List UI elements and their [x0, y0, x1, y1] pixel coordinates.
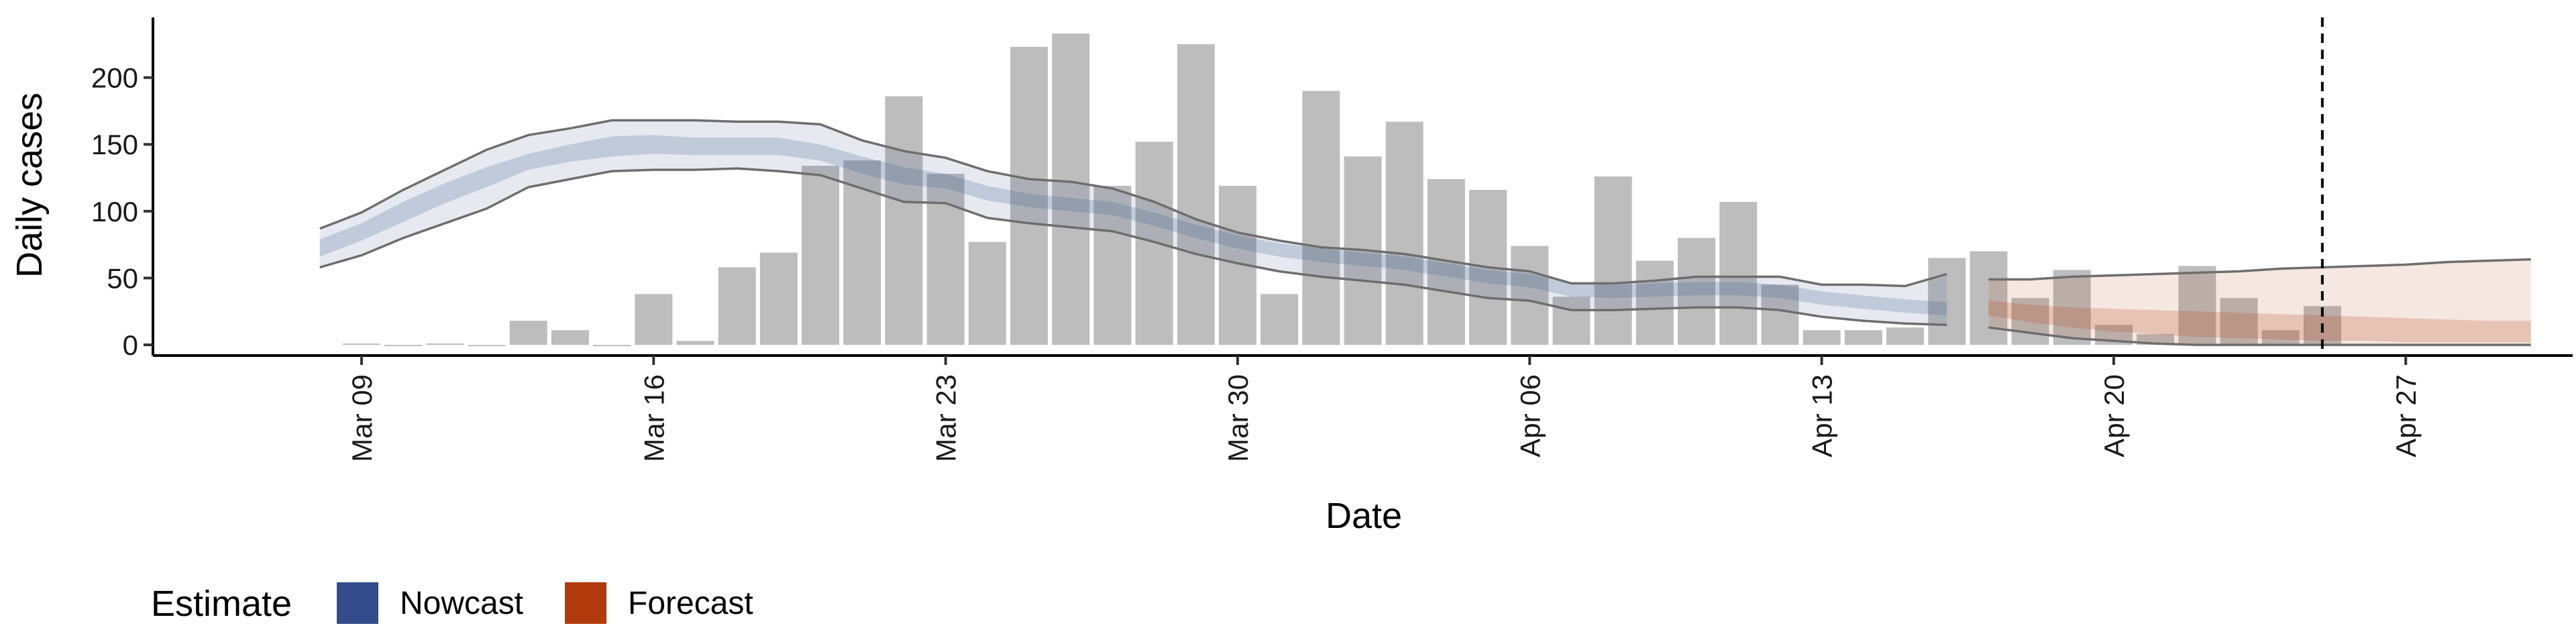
nowcast-ribbon-50 [319, 135, 1947, 316]
bar-2020-04-15 [1886, 327, 1924, 345]
bar-2020-04-11 [1719, 201, 1758, 345]
bar-2020-04-12 [1761, 284, 1799, 345]
bar-2020-04-09 [1635, 260, 1674, 345]
bar-2020-04-10 [1678, 237, 1715, 345]
legend-label-nowcast: Nowcast [400, 586, 523, 621]
bar-2020-04-06 [1511, 246, 1549, 345]
bar-2020-04-01 [1302, 91, 1340, 345]
legend-swatch-nowcast [337, 582, 378, 624]
forecast-lower-90-line [1988, 326, 2531, 346]
y-axis-title: Daily cases [9, 93, 50, 278]
bar-2020-03-21 [843, 160, 881, 345]
bar-2020-03-10 [384, 345, 423, 347]
bar-2020-03-31 [1260, 294, 1299, 345]
bar-2020-04-23 [2220, 298, 2258, 345]
bar-2020-03-26 [1052, 33, 1090, 345]
bar-2020-04-19 [2053, 270, 2091, 345]
bar-2020-04-16 [1928, 258, 1966, 345]
bar-2020-03-16 [635, 294, 673, 345]
nowcast-upper-90-line [319, 119, 1947, 288]
bar-2020-04-22 [2178, 266, 2216, 345]
bar-2020-03-27 [1093, 186, 1132, 345]
bar-2020-03-15 [593, 345, 631, 347]
x-tick-label-2020-04-13: Apr 13 [1807, 374, 1838, 458]
forecast-ribbon-90 [1988, 259, 2531, 345]
bar-2020-03-09 [343, 343, 380, 345]
bar-2020-04-13 [1803, 330, 1841, 345]
legend: Estimate Nowcast Forecast [151, 582, 753, 624]
legend-swatch-forecast [565, 582, 606, 624]
forecast-upper-90-line [1988, 258, 2531, 281]
x-tick-label-2020-04-27: Apr 27 [2390, 374, 2422, 458]
bar-2020-03-18 [718, 267, 756, 345]
y-tick-label-100: 100 [91, 196, 138, 227]
y-tick-label-200: 200 [91, 62, 138, 94]
bar-2020-04-07 [1552, 297, 1591, 345]
bar-2020-03-28 [1135, 142, 1173, 345]
bar-2020-04-08 [1594, 176, 1632, 345]
bar-2020-03-24 [968, 241, 1006, 345]
bar-2020-03-11 [426, 343, 464, 345]
x-tick-label-2020-03-30: Mar 30 [1222, 374, 1254, 462]
bar-2020-03-22 [885, 96, 923, 345]
x-tick-label-2020-03-16: Mar 16 [638, 374, 669, 462]
bar-2020-03-12 [468, 345, 506, 347]
nowcast-ribbon-90 [319, 120, 1947, 325]
bar-2020-03-13 [509, 321, 547, 345]
bar-2020-03-29 [1177, 44, 1215, 345]
bar-2020-03-19 [759, 252, 798, 345]
x-tick-label-2020-03-23: Mar 23 [930, 374, 962, 462]
bar-2020-03-17 [676, 341, 714, 345]
legend-title: Estimate [151, 584, 292, 624]
axes: Daily cases Date 0 50 100 150 200 Mar 09 Mar 1… [9, 17, 2573, 536]
y-tick-label-0: 0 [123, 329, 138, 361]
forecast-ribbon-50 [1988, 301, 2531, 343]
plot-area [319, 17, 2531, 356]
bar-2020-04-14 [1844, 330, 1882, 345]
bar-2020-03-20 [802, 166, 839, 345]
bar-2020-04-24 [2261, 330, 2300, 345]
x-tick-label-2020-03-09: Mar 09 [346, 374, 378, 462]
x-tick-label-2020-04-06: Apr 06 [1514, 374, 1546, 458]
y-tick-label-150: 150 [91, 129, 138, 160]
nowcast-lower-90-line [319, 167, 1947, 326]
bar-2020-03-14 [551, 330, 589, 345]
bar-2020-03-25 [1010, 46, 1048, 345]
y-tick-label-50: 50 [107, 262, 138, 294]
bar-2020-04-18 [2011, 298, 2049, 345]
x-tick-label-2020-04-20: Apr 20 [2098, 374, 2130, 458]
legend-label-forecast: Forecast [628, 586, 753, 621]
bar-2020-04-03 [1385, 121, 1424, 345]
x-axis-title: Date [1326, 496, 1402, 536]
